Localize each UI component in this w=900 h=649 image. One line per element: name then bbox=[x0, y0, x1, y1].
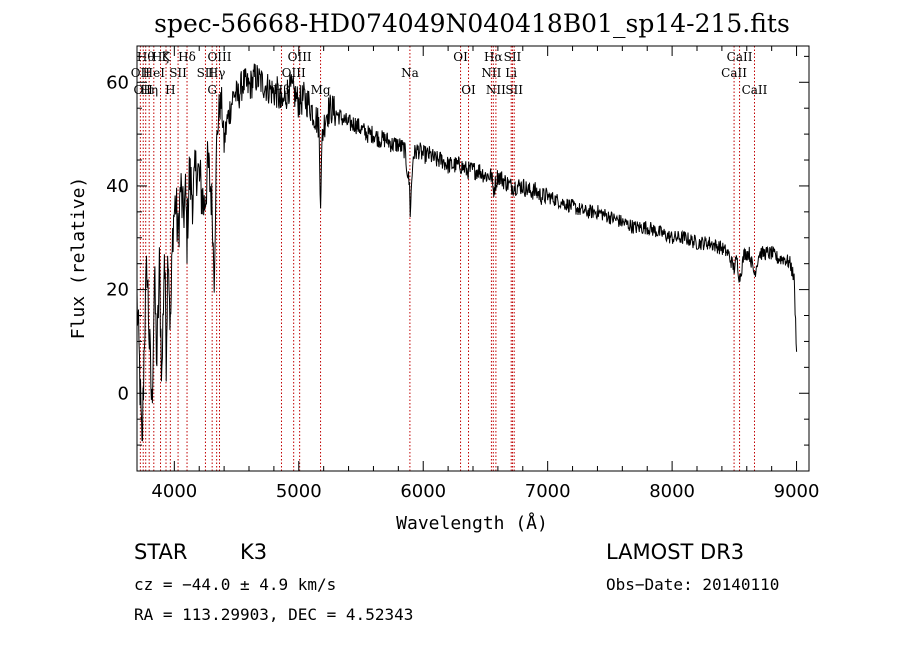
line-label-9: Hδ bbox=[178, 50, 196, 64]
x-tick-label-6000: 6000 bbox=[400, 481, 446, 502]
redshift-cz: cz = −44.0 ± 4.9 km/s bbox=[134, 575, 336, 594]
line-label-12: Hγ bbox=[208, 66, 226, 80]
line-label-18: Na bbox=[401, 66, 419, 80]
y-tick-label-60: 60 bbox=[106, 72, 129, 93]
line-label-16: OIII bbox=[288, 50, 312, 64]
line-label-22: Hα bbox=[484, 50, 503, 64]
spectral-line-markers bbox=[139, 46, 755, 471]
line-label-20: OI bbox=[461, 83, 476, 97]
line-label-19: OI bbox=[453, 50, 468, 64]
axis-ticks: 4000 5000 6000 7000 8000 9000 0 20 40 60 bbox=[106, 46, 819, 502]
x-axis-label: Wavelength (Å) bbox=[396, 512, 548, 534]
line-label-0: OII bbox=[131, 66, 151, 80]
line-label-6: K bbox=[162, 50, 172, 64]
ra-dec-coordinates: RA = 113.29903, DEC = 4.52343 bbox=[134, 605, 413, 624]
x-tick-label-7000: 7000 bbox=[525, 481, 571, 502]
line-label-24: Li bbox=[505, 66, 517, 80]
line-label-5: Hζ bbox=[152, 50, 169, 64]
x-tick-label-8000: 8000 bbox=[649, 481, 695, 502]
y-tick-label-40: 40 bbox=[106, 176, 129, 197]
x-tick-label-4000: 4000 bbox=[151, 481, 197, 502]
object-class: STAR bbox=[134, 540, 187, 564]
line-label-1: OII bbox=[134, 83, 154, 97]
spectrum-series bbox=[136, 63, 798, 442]
line-label-8: SII bbox=[169, 66, 187, 80]
line-label-10: SII bbox=[197, 66, 215, 80]
line-label-21: NII bbox=[481, 66, 501, 80]
line-label-15: OIII bbox=[282, 66, 306, 80]
plot-frame bbox=[136, 45, 810, 472]
line-label-23: NII bbox=[486, 83, 506, 97]
line-label-17: Mg bbox=[311, 83, 331, 97]
line-label-11: G bbox=[207, 83, 217, 97]
line-label-13: OIII bbox=[207, 50, 231, 64]
line-label-7: H bbox=[165, 83, 175, 97]
line-label-2: Hθ bbox=[137, 50, 155, 64]
object-subclass: K3 bbox=[240, 540, 267, 564]
spectrum-line bbox=[136, 63, 798, 442]
y-axis-label: Flux (relative) bbox=[68, 177, 89, 340]
line-label-4: HeI bbox=[143, 66, 166, 80]
observation-date: Obs−Date: 20140110 bbox=[606, 575, 779, 594]
y-tick-label-20: 20 bbox=[106, 280, 129, 301]
x-tick-label-9000: 9000 bbox=[774, 481, 820, 502]
survey-name: LAMOST DR3 bbox=[606, 540, 744, 564]
chart-title: spec-56668-HD074049N040418B01_sp14-215.f… bbox=[154, 9, 790, 38]
line-label-26: SII bbox=[505, 83, 523, 97]
line-label-25: SII bbox=[504, 50, 522, 64]
line-label-27: CaII bbox=[721, 66, 747, 80]
line-label-28: CaII bbox=[727, 50, 753, 64]
line-label-29: CaII bbox=[742, 83, 768, 97]
x-tick-label-5000: 5000 bbox=[276, 481, 322, 502]
y-tick-label-0: 0 bbox=[118, 383, 129, 404]
line-label-3: Hη bbox=[140, 83, 158, 97]
spectral-line-labels: OIIOIIHθHηHeIHζKHSIIHδSIIGHγOIIIHβOIIIOI… bbox=[131, 50, 768, 97]
